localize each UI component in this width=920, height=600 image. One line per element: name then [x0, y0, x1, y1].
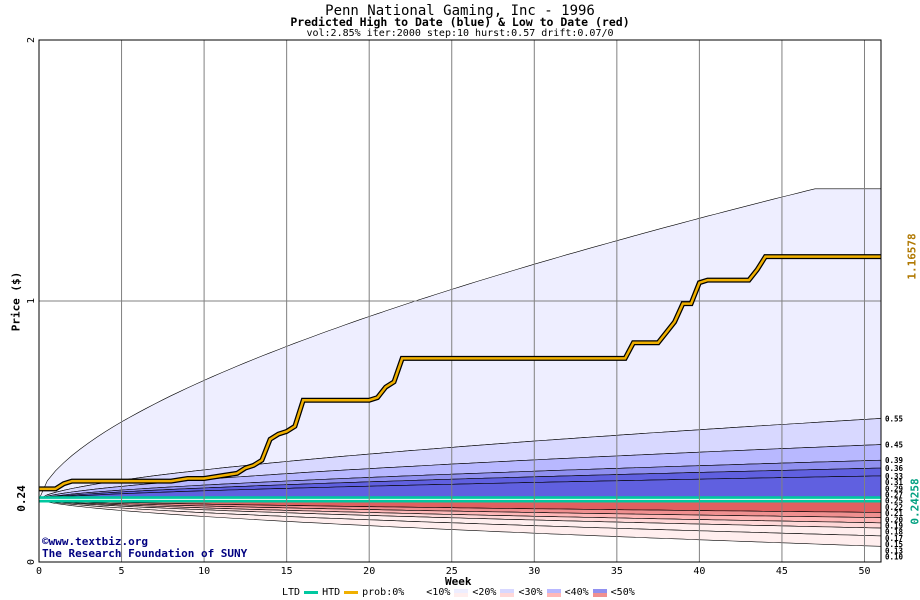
right-band-label: 0.36 [885, 464, 904, 473]
legend-p20-label: <20% [472, 587, 497, 598]
legend-p30-swatch [546, 588, 561, 597]
legend-p20-swatch [500, 588, 515, 597]
x-tick-label-45: 45 [776, 566, 788, 577]
credit-website: ©www.textbiz.org [42, 535, 148, 548]
y-tick-label-1: 1 [26, 298, 37, 304]
credit-organization: The Research Foundation of SUNY [42, 547, 248, 560]
right-band-label: 0.45 [885, 441, 903, 450]
right-band-label: 0.33 [885, 472, 904, 481]
right-band-label: 0.21 [885, 509, 904, 518]
legend-prob0-label: prob:0% [362, 587, 405, 598]
x-tick-label-5: 5 [119, 566, 125, 577]
legend-p30-label: <30% [518, 587, 543, 598]
htd-path [39, 255, 881, 491]
legend-htd-swatch [344, 591, 359, 594]
current-price-label: 0.24 [14, 485, 28, 512]
x-tick-label-25: 25 [446, 566, 458, 577]
right-band-label: 0.17 [885, 534, 903, 543]
right-band-label: 0.10 [885, 552, 904, 561]
legend-ltd-swatch [304, 591, 319, 594]
right-band-label: 0.13 [885, 546, 904, 555]
right-band-label: 0.55 [885, 414, 903, 423]
right-band-label: 0.15 [885, 540, 903, 549]
legend: LTD HTD prob:0% <10% <20% <30% <40% <50% [282, 587, 635, 598]
x-axis-label: Week [445, 575, 472, 588]
right-band-label: 0.22 [885, 503, 903, 512]
plot-frame [38, 39, 882, 563]
chart-subtitle: Predicted High to Date (blue) & Low to D… [290, 15, 630, 29]
x-tick-label-40: 40 [693, 566, 705, 577]
legend-p10-label: <10% [426, 587, 451, 598]
right-band-label: 0.31 [885, 478, 904, 487]
x-tick-label-30: 30 [528, 566, 540, 577]
x-tick-label-50: 50 [858, 566, 870, 577]
right-band-label: 0.19 [885, 521, 904, 530]
chart-title: Penn National Gaming, Inc - 1996 [325, 3, 595, 19]
y-axis-label: Price ($) [9, 271, 23, 332]
legend-p50-label: <50% [610, 587, 635, 598]
right-band-label: 0.18 [885, 528, 904, 537]
legend-p40-label: <40% [564, 587, 589, 598]
right-band-label: 0.39 [885, 456, 904, 465]
legend-prob0-swatch [408, 588, 423, 597]
x-tick-label-35: 35 [611, 566, 623, 577]
right-band-label: 0.25 [885, 497, 903, 506]
chart-parameters: vol:2.85% iter:2000 step:10 hurst:0.57 d… [306, 28, 614, 39]
x-tick-label-10: 10 [198, 566, 210, 577]
right-band-label: 0.29 [885, 484, 904, 493]
right-band-label: 0.20 [885, 515, 904, 524]
legend-htd-label: HTD [322, 587, 341, 598]
legend-p10-swatch [454, 588, 469, 597]
high-value-label: 1.16578 [905, 233, 919, 280]
legend-p40-swatch [592, 588, 607, 597]
x-tick-label-20: 20 [363, 566, 375, 577]
y-tick-label-0: 0 [26, 559, 37, 565]
right-band-label: 0.27 [885, 490, 903, 499]
legend-ltd-label: LTD [282, 587, 301, 598]
y-tick-label-2: 2 [26, 37, 37, 43]
x-tick-label-0: 0 [36, 566, 42, 577]
low-value-label: 0.24258 [908, 478, 920, 525]
x-tick-label-15: 15 [281, 566, 293, 577]
